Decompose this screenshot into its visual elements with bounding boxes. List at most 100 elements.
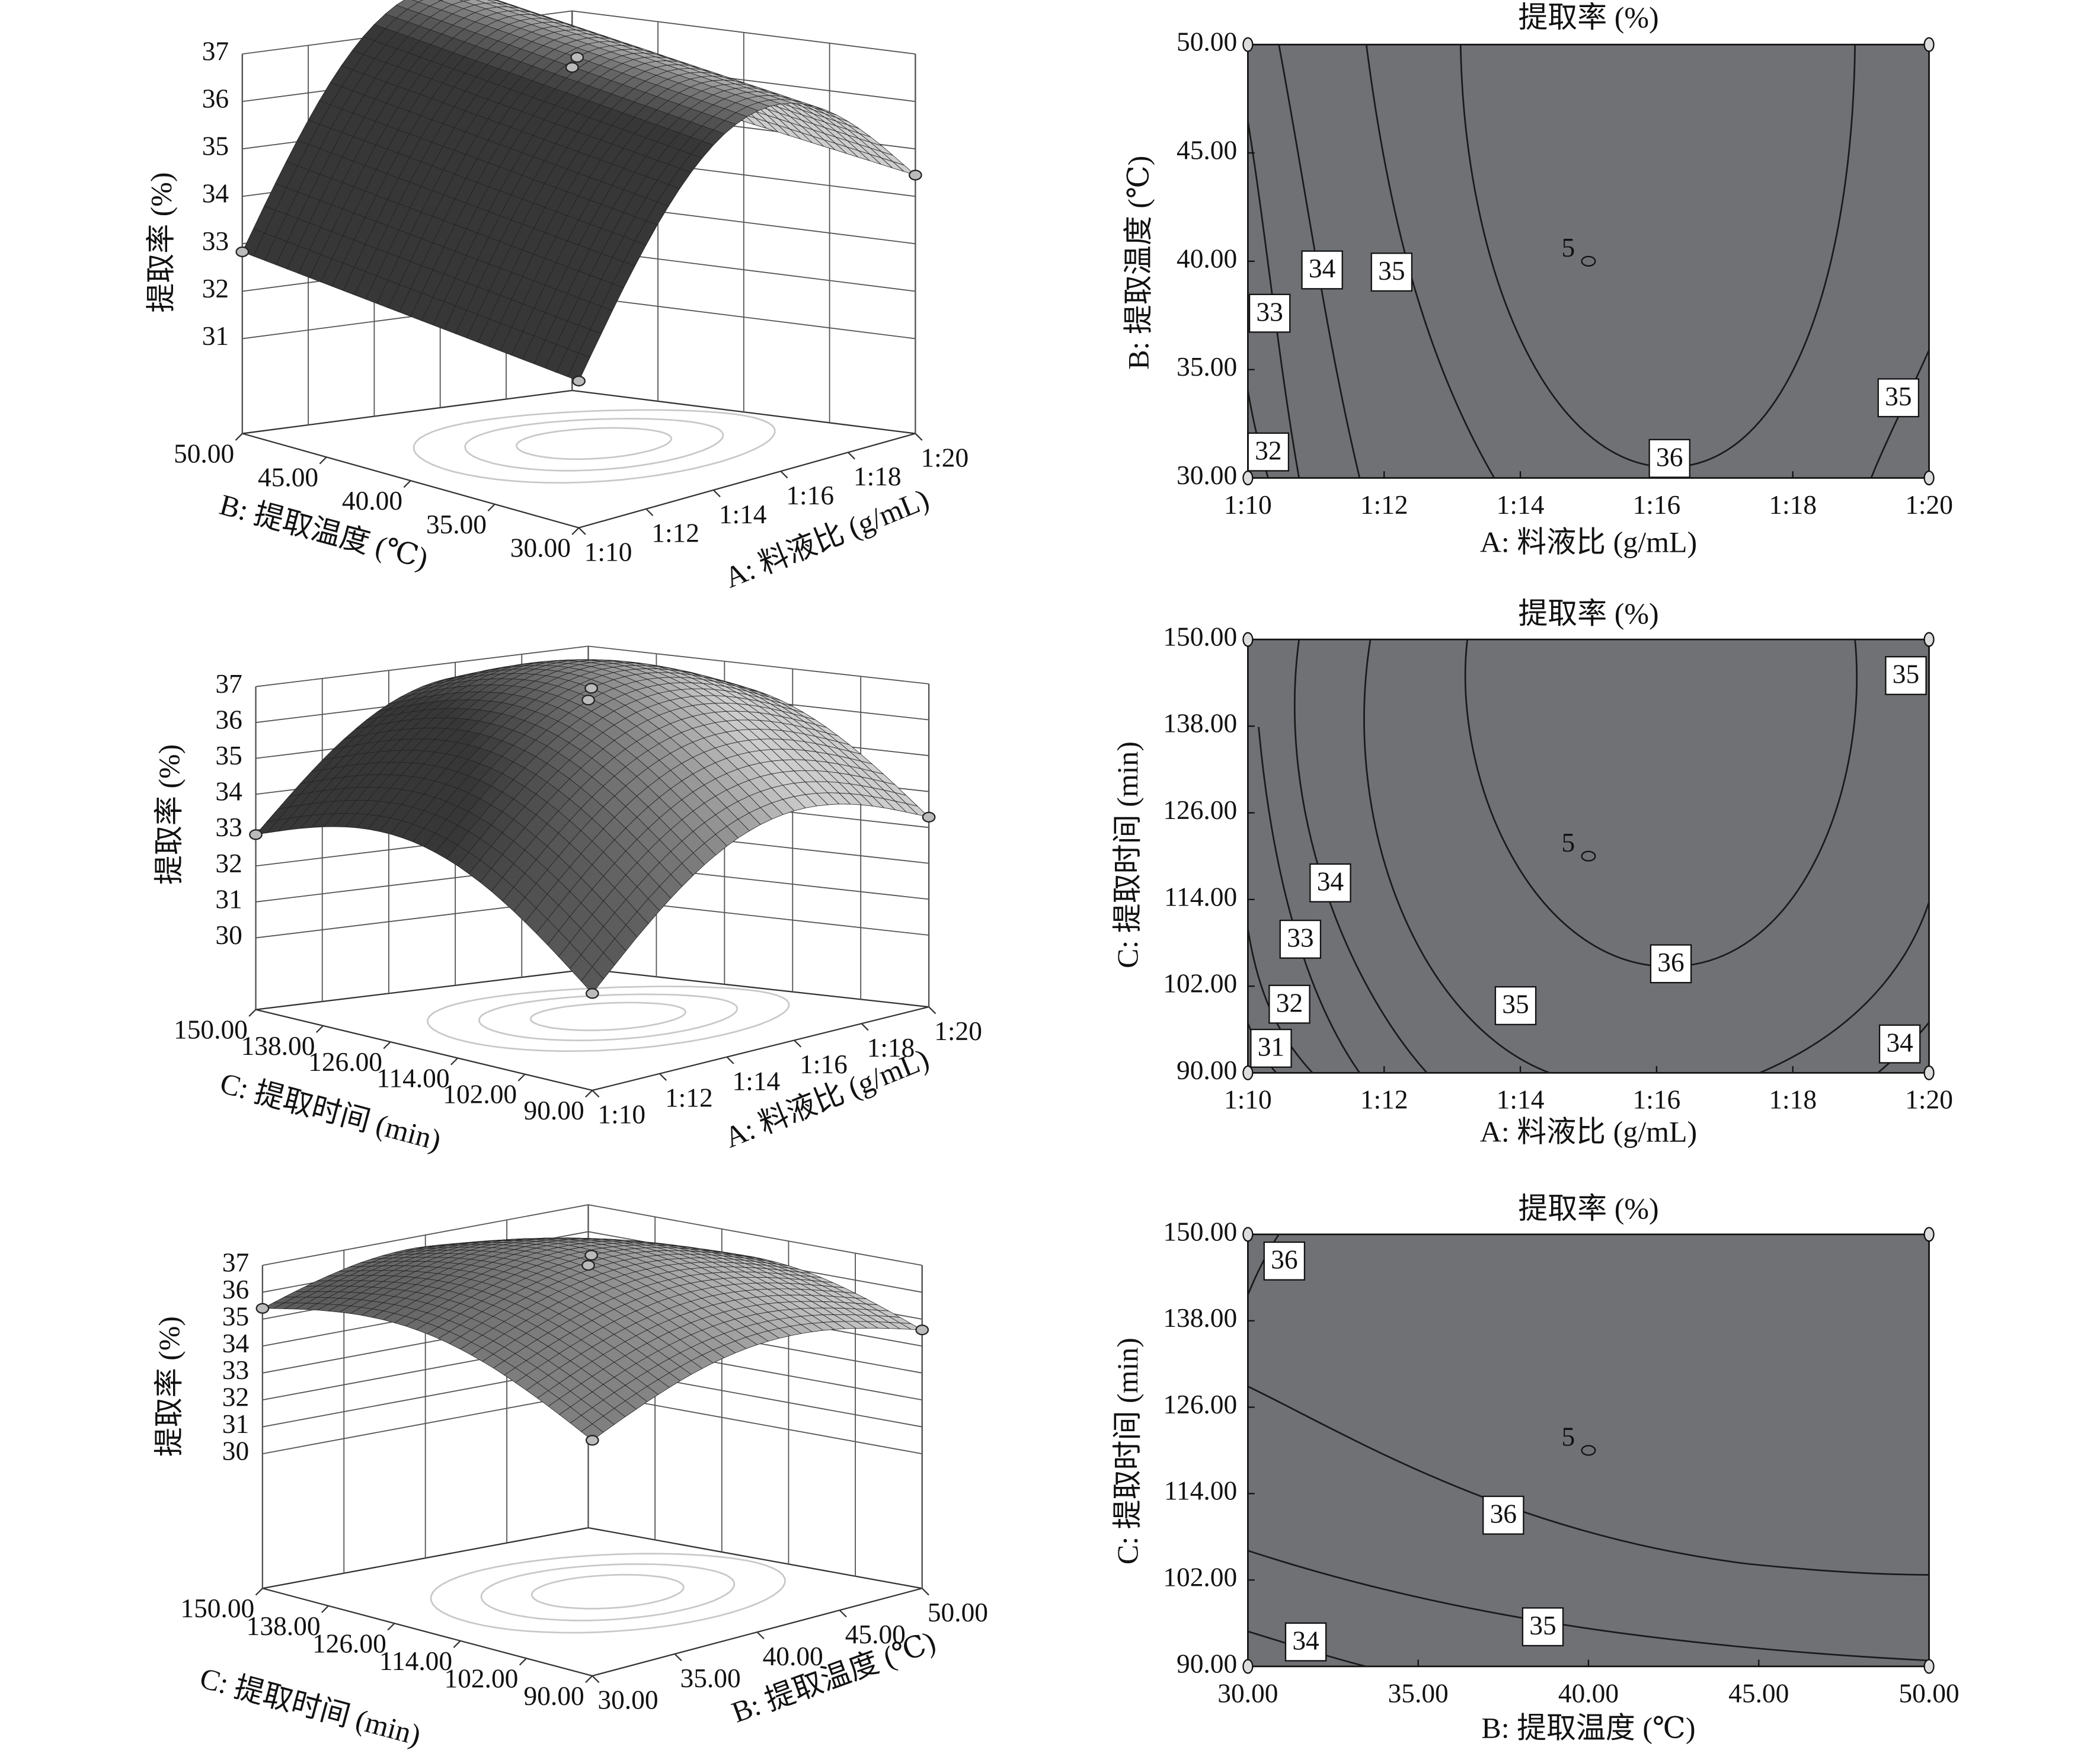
z-tick-label: 33	[215, 812, 242, 842]
x-tick-label: 1:18	[1769, 490, 1817, 520]
contour-label: 34	[1886, 1028, 1913, 1057]
contour-label: 33	[1256, 297, 1283, 327]
x-tick-label: 1:16	[786, 481, 834, 510]
tick-mark	[921, 1588, 929, 1596]
tick-mark	[403, 480, 411, 488]
tick-mark	[383, 1041, 391, 1050]
tick-mark	[839, 1610, 847, 1618]
surface-cell	[411, 0, 424, 2]
contour-line	[1363, 639, 1929, 1073]
y-tick-label: 102.00	[1163, 1563, 1237, 1592]
x-tick-label: 1:20	[934, 1016, 982, 1046]
floor-contour	[427, 986, 790, 1052]
corner-point	[1923, 632, 1935, 647]
y-tick-label: 40.00	[1177, 244, 1237, 273]
tick-mark	[726, 1056, 734, 1064]
tick-mark	[585, 1675, 593, 1683]
design-point	[584, 1250, 598, 1261]
x-tick-label: 1:18	[854, 462, 902, 491]
contour-label-box	[1494, 986, 1537, 1025]
contour-label: 35	[1529, 1611, 1556, 1640]
tick-mark	[861, 1023, 869, 1031]
contour-label-box	[1248, 293, 1291, 333]
contour-label-box	[1878, 1024, 1921, 1064]
center-count: 5	[1562, 1422, 1575, 1452]
z-tick-label: 36	[215, 705, 242, 735]
corner-point	[1242, 1065, 1254, 1080]
y-tick-label: 150.00	[1163, 622, 1237, 651]
y-tick-label: 30.00	[1177, 460, 1237, 490]
chart-title: 提取率 (%)	[1518, 1192, 1658, 1225]
corner-point	[1923, 1659, 1935, 1674]
y-tick-label: 126.00	[308, 1047, 382, 1077]
x-tick-label: 1:18	[1769, 1085, 1817, 1115]
tick-mark	[517, 1073, 526, 1082]
x-tick-label: 1:12	[1360, 490, 1408, 520]
y-tick-label: 138.00	[1163, 709, 1237, 738]
x-axis-title: A: 料液比 (g/mL)	[1480, 1115, 1697, 1148]
tick-mark	[248, 1009, 257, 1017]
x-axis-title: B: 提取温度 (℃)	[1481, 1711, 1695, 1744]
design-point	[581, 1260, 595, 1271]
plot-area	[1246, 638, 1930, 1074]
tick-mark	[578, 527, 586, 535]
x-axis-title: A: 料液比 (g/mL)	[1480, 526, 1697, 559]
z-tick-label: 32	[215, 849, 242, 878]
y-tick-label: 138.00	[1163, 1303, 1237, 1333]
x-tick-label: 1:20	[920, 443, 969, 472]
y-axis-title: B: 提取温度 (℃)	[1121, 156, 1155, 370]
design-point	[235, 246, 250, 258]
corner-point	[1923, 1065, 1935, 1080]
corner-point	[1923, 37, 1935, 52]
z-tick-label: 31	[222, 1409, 249, 1439]
z-tick-label: 36	[202, 84, 229, 114]
floor-contour	[480, 1563, 736, 1621]
contour-label-box	[1263, 1241, 1306, 1281]
x-tick-label: 30.00	[1217, 1678, 1278, 1708]
z-tick-label: 37	[215, 669, 242, 699]
contour-label-box	[1301, 250, 1343, 290]
floor-contour	[529, 1002, 686, 1031]
z-axis-title: 提取率 (%)	[152, 744, 186, 885]
contour-label-box	[1284, 1622, 1327, 1662]
z-tick-label: 34	[202, 179, 229, 209]
floor-contour	[478, 993, 739, 1041]
floor-contour	[413, 409, 776, 484]
x-tick-label: 1:16	[1633, 490, 1681, 520]
tick-mark	[315, 1025, 324, 1034]
y-tick-label: 45.00	[1177, 135, 1237, 165]
contour-line	[1870, 350, 1929, 478]
plot-area	[1246, 1233, 1930, 1668]
tick-mark	[780, 471, 788, 479]
contour-label: 35	[1378, 256, 1405, 286]
contour-label: 35	[1893, 660, 1919, 689]
contour-label: 36	[1657, 948, 1684, 977]
y-tick-label: 114.00	[376, 1063, 449, 1093]
design-point	[565, 62, 579, 73]
corner-point	[1242, 471, 1254, 486]
design-point	[249, 829, 263, 840]
z-tick-label: 37	[202, 37, 229, 66]
y-tick-label: 90.00	[524, 1681, 584, 1711]
y-tick-label: 114.00	[1164, 882, 1237, 911]
tick-mark	[255, 1588, 263, 1596]
contour-plot: 1:10 1:12 1:14 1:16 1:18 1:20 90.00 102.00 114.0…	[1111, 597, 1953, 1148]
y-tick-label: 50.00	[174, 439, 234, 469]
floor-contour	[530, 1573, 685, 1610]
z-tick-label: 32	[202, 274, 229, 303]
x-tick-label: 50.00	[1898, 1678, 1959, 1708]
tick-mark	[585, 1090, 593, 1098]
contour-label: 36	[1271, 1245, 1297, 1275]
design-point	[585, 988, 599, 999]
x-tick-label: 1:16	[1633, 1085, 1681, 1115]
corner-point	[1242, 1659, 1254, 1674]
contour-label: 35	[1502, 990, 1529, 1019]
y-tick-label: 40.00	[342, 486, 402, 516]
tick-mark	[592, 1675, 600, 1683]
x-tick-label: 1:14	[733, 1066, 781, 1096]
x-tick-label: 1:16	[800, 1050, 848, 1079]
chart-title: 提取率 (%)	[1518, 1, 1658, 34]
